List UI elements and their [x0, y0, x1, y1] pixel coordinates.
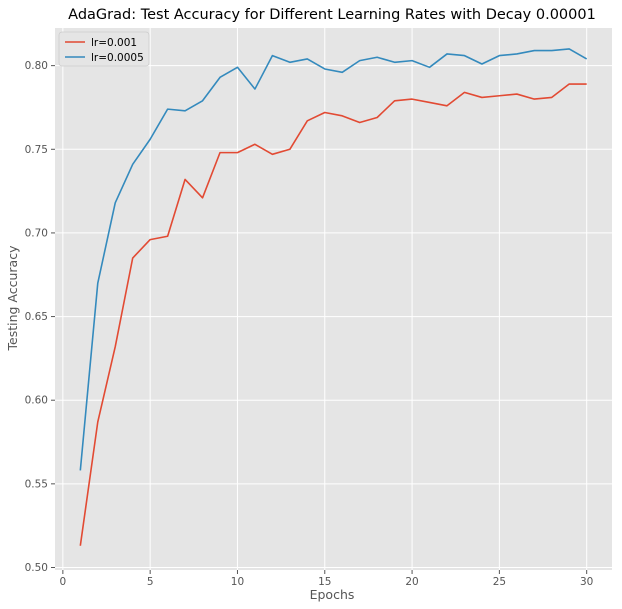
y-tick-label: 0.75	[25, 144, 48, 156]
x-tick-label: 30	[580, 576, 593, 588]
x-tick-label: 15	[318, 576, 331, 588]
series-line-1	[79, 83, 587, 546]
x-tick-label: 10	[231, 576, 244, 588]
y-tick-label: 0.55	[25, 478, 48, 490]
chart-title: AdaGrad: Test Accuracy for Different Lea…	[68, 7, 596, 23]
grid-lines	[55, 28, 612, 570]
x-tick-label: 5	[147, 576, 154, 588]
legend-entry: lr=0.001	[91, 37, 137, 49]
x-axis-label: Epochs	[310, 587, 355, 602]
x-tick-label: 25	[493, 576, 506, 588]
y-tick-label: 0.50	[25, 562, 48, 574]
y-tick-label: 0.65	[25, 311, 48, 323]
y-tick-label: 0.60	[25, 395, 48, 407]
x-axis-ticks: 0 5 10 15 20 25 30	[60, 570, 593, 588]
y-tick-label: 0.70	[25, 227, 48, 239]
plot-area	[55, 28, 612, 570]
x-tick-label: 20	[405, 576, 418, 588]
series-lines	[79, 48, 588, 546]
y-tick-label: 0.80	[25, 60, 48, 72]
y-axis-label: Testing Accuracy	[5, 245, 20, 352]
series-line-2	[79, 48, 588, 471]
legend: lr=0.001 lr=0.0005	[58, 31, 150, 67]
legend-entry: lr=0.0005	[91, 52, 144, 64]
x-tick-label: 0	[60, 576, 67, 588]
y-axis-ticks: 0.50 0.55 0.60 0.65 0.70 0.75 0.80	[25, 60, 55, 574]
